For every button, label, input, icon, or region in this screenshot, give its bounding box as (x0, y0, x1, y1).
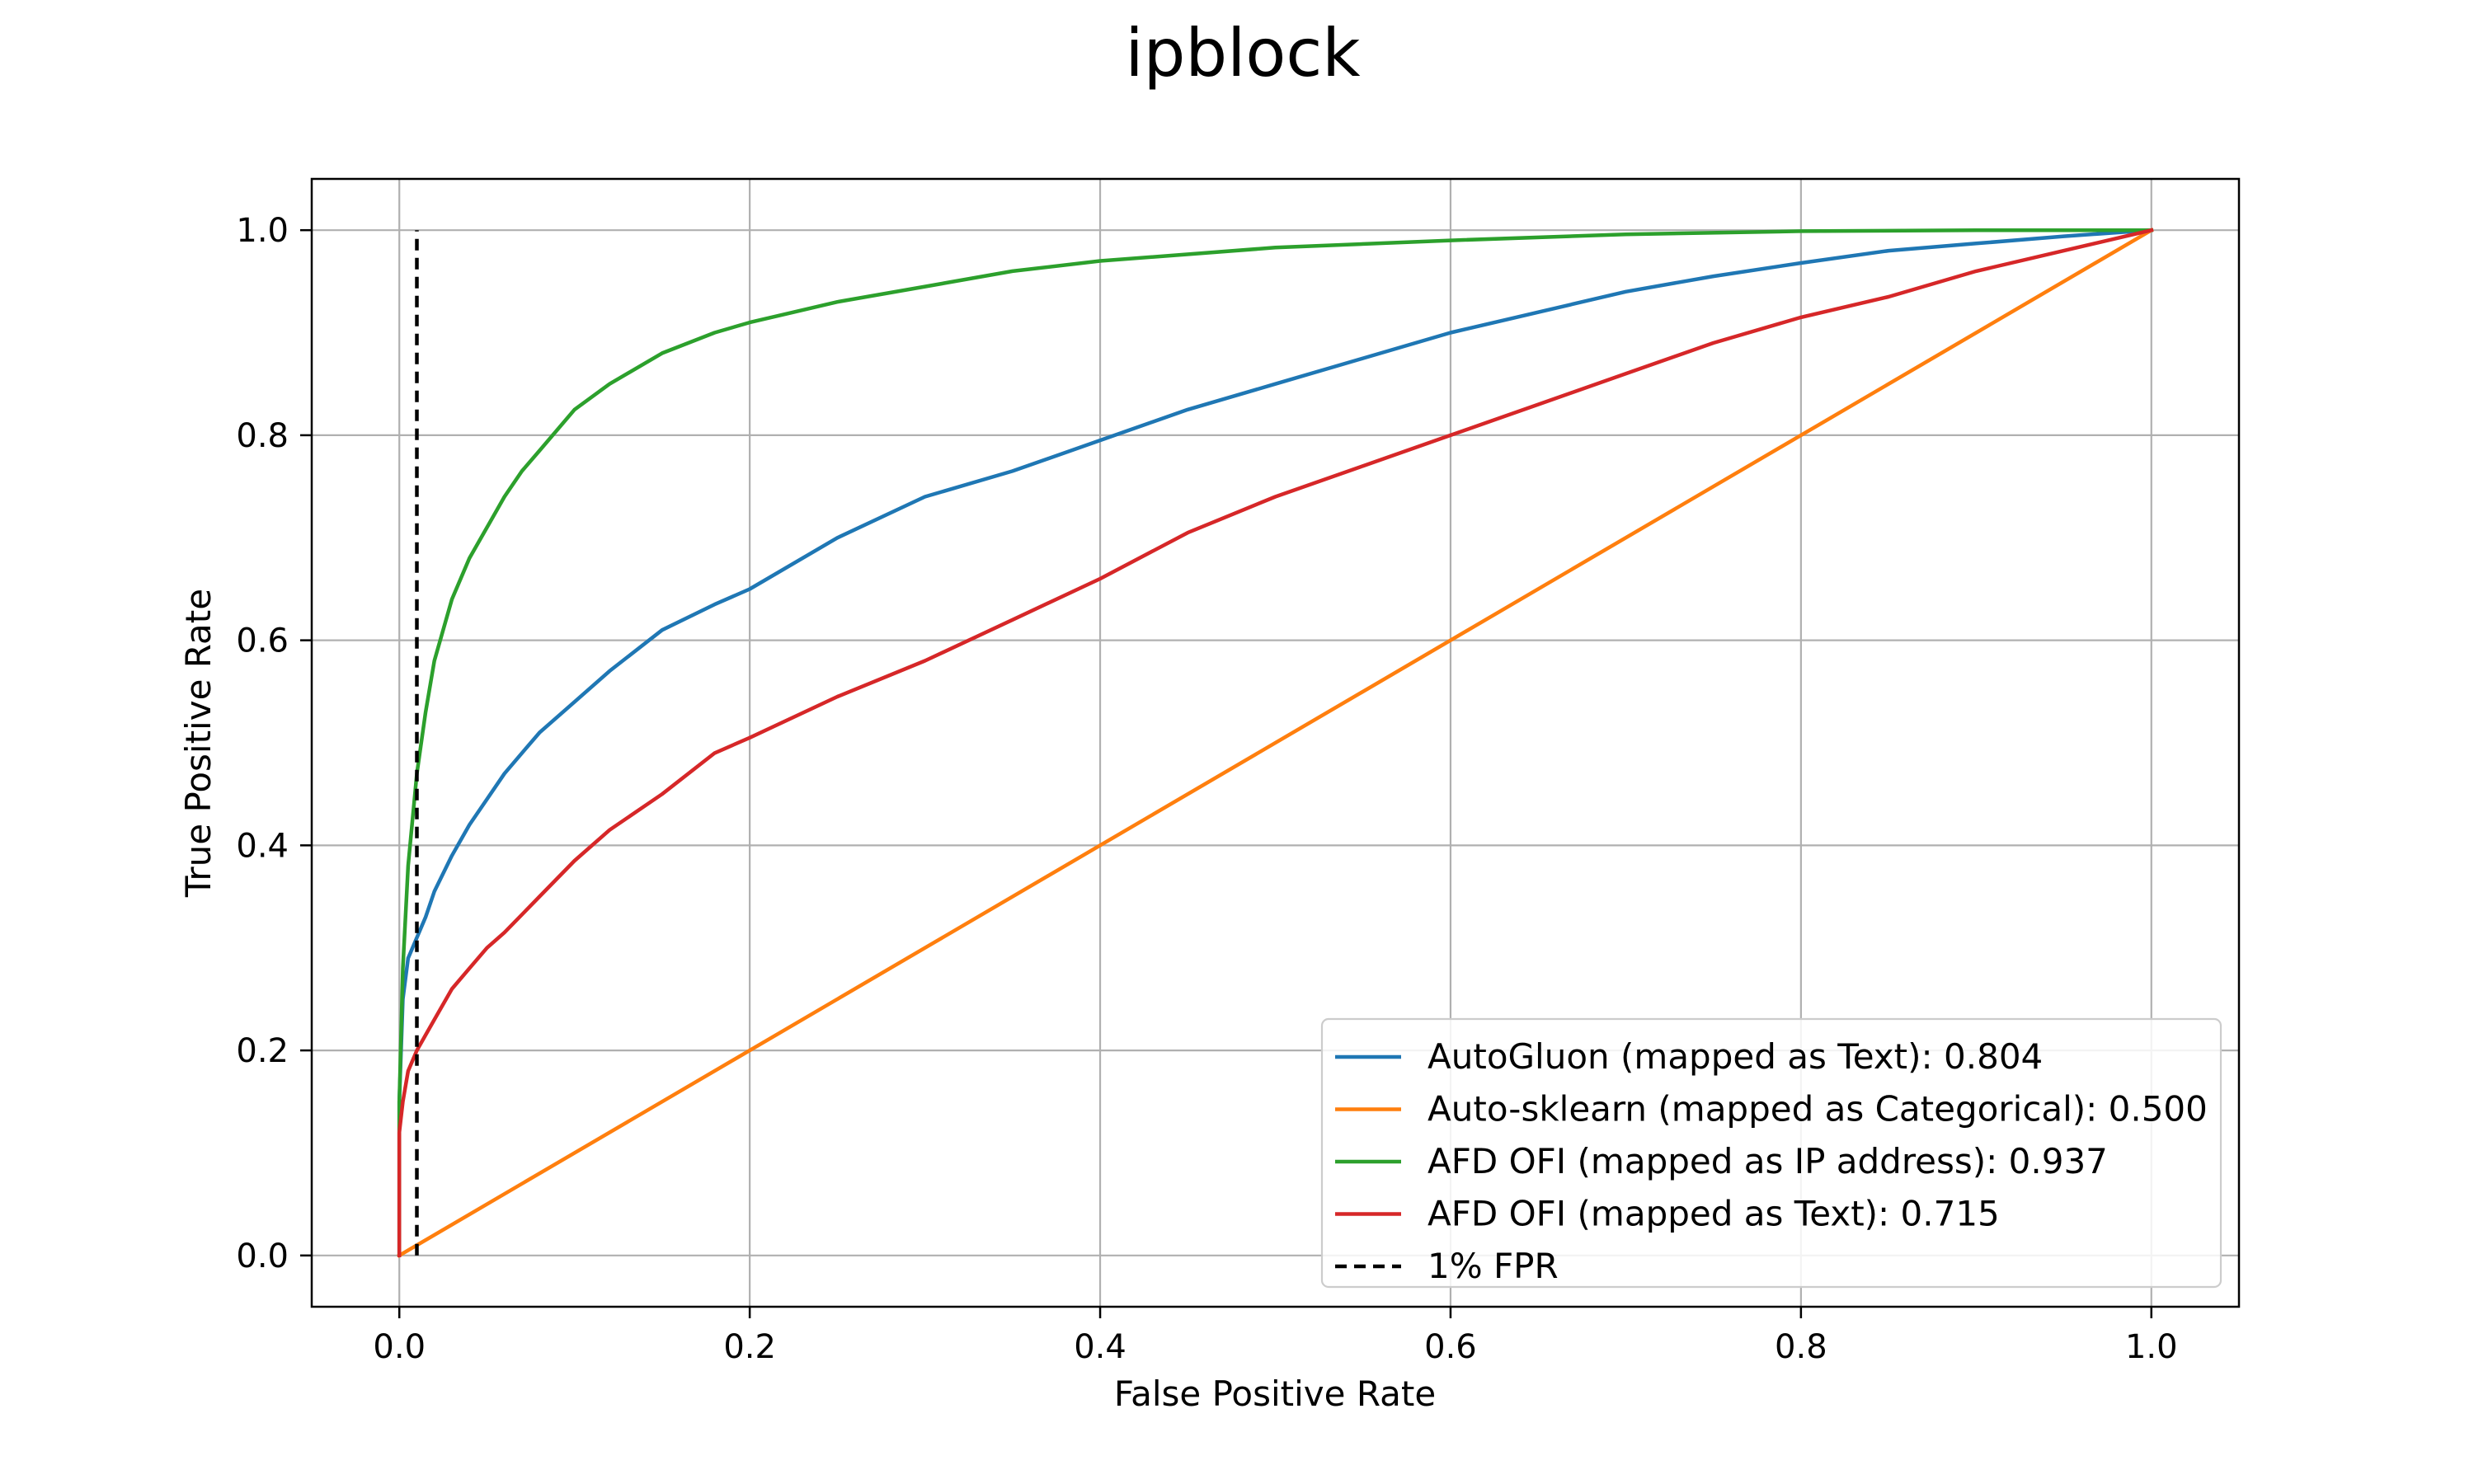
axes-frame (310, 177, 2241, 1308)
legend-label: Auto-sklearn (mapped as Categorical): 0.… (1427, 1089, 2208, 1129)
x-tick-label: 1.0 (2125, 1328, 2178, 1366)
y-tick-label: 0.0 (236, 1237, 289, 1275)
y-tick-label: 0.2 (236, 1032, 289, 1070)
plot-area (397, 228, 2154, 1258)
legend-label: 1% FPR (1427, 1246, 1559, 1286)
y-tick-label: 1.0 (236, 212, 289, 250)
x-tick-label: 0.6 (1424, 1328, 1477, 1366)
y-axis-label: True Positive Rate (178, 589, 219, 898)
x-tick-label: 0.0 (373, 1328, 426, 1366)
legend-label: AFD OFI (mapped as IP address): 0.937 (1427, 1141, 2108, 1181)
y-tick-label: 0.6 (236, 622, 289, 660)
x-axis-label: False Positive Rate (1114, 1374, 1436, 1414)
series-line-3 (397, 228, 2154, 1258)
axis-ticks: 0.0 0.2 0.4 0.6 0.8 1.0 0.0 0.2 0.4 0.6 0.8 1.0 (236, 212, 2177, 1366)
x-tick-label: 0.2 (723, 1328, 776, 1366)
x-tick-label: 0.8 (1775, 1328, 1827, 1366)
chart-title: ipblock (1125, 15, 1361, 92)
x-tick-label: 0.4 (1074, 1328, 1126, 1366)
y-tick-label: 0.8 (236, 417, 289, 455)
legend-box (1320, 1017, 2222, 1289)
legend-label: AFD OFI (mapped as Text): 0.715 (1427, 1194, 2000, 1234)
y-tick-label: 0.4 (236, 827, 289, 865)
legend-label: AutoGluon (mapped as Text): 0.804 (1427, 1036, 2043, 1077)
series-line-0 (397, 228, 2154, 1258)
series-line-2 (397, 228, 2154, 1258)
series-line-1 (397, 228, 2154, 1258)
legend: AutoGluon (mapped as Text): 0.804 Auto-sk… (1320, 1017, 2222, 1289)
grid (312, 179, 2239, 1307)
